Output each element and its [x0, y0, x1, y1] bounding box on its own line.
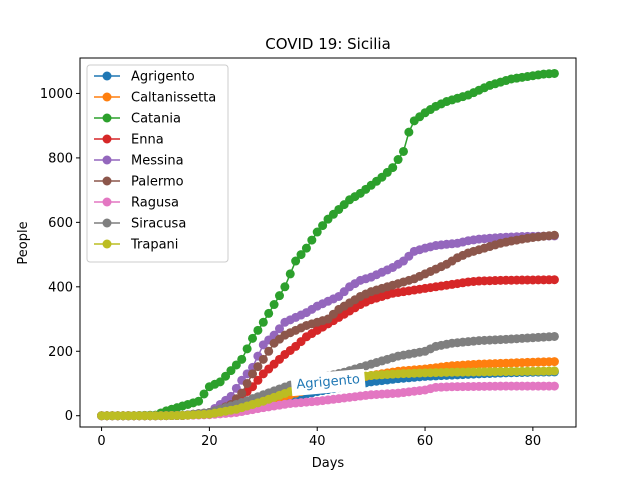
data-point [264, 346, 274, 356]
legend-label: Agrigento [131, 70, 195, 85]
data-point [549, 366, 559, 376]
legend-marker [102, 176, 112, 186]
legend-marker [102, 197, 112, 207]
data-point [274, 291, 284, 301]
legend-entry-catania: Catania [94, 112, 181, 127]
data-point [248, 333, 258, 343]
data-point [274, 324, 284, 334]
data-point [549, 230, 559, 240]
data-point [549, 331, 559, 341]
x-axis-label: Days [312, 456, 345, 471]
data-point [253, 362, 263, 372]
legend-marker [102, 134, 112, 144]
legend-label: Enna [131, 133, 164, 148]
data-point [248, 369, 258, 379]
legend-entry-agrigento: Agrigento [94, 70, 195, 85]
data-point [253, 325, 263, 335]
data-point [199, 389, 209, 399]
x-tick-label: 20 [201, 434, 218, 449]
data-point [307, 235, 317, 245]
legend-label: Caltanissetta [131, 91, 216, 106]
y-tick-label: 400 [48, 280, 73, 295]
annotation-background [290, 368, 366, 397]
data-point [318, 221, 328, 231]
legend-marker [102, 218, 112, 228]
data-point [258, 317, 268, 327]
annotation-label: Agrigento [296, 372, 361, 392]
data-point [194, 396, 204, 406]
legend-entry-enna: Enna [94, 133, 164, 148]
legend-label: Ragusa [131, 196, 179, 211]
legend-marker [102, 113, 112, 123]
data-point [269, 300, 279, 310]
legend-box [86, 64, 229, 263]
data-point [301, 243, 311, 253]
y-axis-label: People [16, 221, 31, 264]
legend-marker [102, 239, 112, 249]
x-tick-label: 40 [309, 434, 326, 449]
legend-entry-caltanissetta: Caltanissetta [94, 91, 216, 106]
legend-entry-messina: Messina [94, 154, 184, 169]
legend-entry-siracusa: Siracusa [94, 217, 186, 232]
data-point [285, 269, 295, 279]
y-tick-label: 1000 [40, 87, 73, 102]
data-point [312, 227, 322, 237]
data-point [398, 146, 408, 156]
data-point [258, 354, 268, 364]
x-tick-label: 60 [417, 434, 434, 449]
data-point [291, 256, 301, 266]
chart-title: COVID 19: Sicilia [265, 35, 391, 53]
data-point [393, 155, 403, 165]
data-point [237, 388, 247, 398]
legend-label: Messina [131, 154, 184, 169]
legend-entry-ragusa: Ragusa [94, 196, 179, 211]
data-point [215, 377, 225, 387]
legend-marker [102, 92, 112, 102]
legend-marker [102, 155, 112, 165]
y-tick-label: 200 [48, 345, 73, 360]
legend-label: Trapani [130, 238, 178, 253]
legend-entry-palermo: Palermo [94, 175, 184, 190]
data-point [226, 366, 236, 376]
legend-marker [102, 71, 112, 81]
y-tick-label: 0 [65, 409, 73, 424]
data-point [549, 68, 559, 78]
legend-label: Siracusa [131, 217, 186, 232]
data-point [549, 275, 559, 285]
data-point [242, 378, 252, 388]
series-ragusa [97, 381, 559, 421]
data-point [404, 127, 414, 137]
data-point [237, 354, 247, 364]
legend-label: Catania [131, 112, 181, 127]
data-point [549, 357, 559, 367]
plot-area: Agrigento [97, 68, 559, 421]
data-point [549, 381, 559, 391]
data-point [242, 344, 252, 354]
x-tick-label: 80 [525, 434, 542, 449]
data-point [280, 282, 290, 292]
axes-frame [79, 57, 577, 428]
series-catania [97, 68, 559, 421]
data-point [231, 360, 241, 370]
x-tick-label: 0 [97, 434, 105, 449]
data-point [388, 163, 398, 173]
data-point [296, 250, 306, 260]
data-point [221, 371, 231, 381]
legend: Agrigento Caltanissetta Catania Enna Messina… [86, 64, 229, 263]
data-point [253, 375, 263, 385]
legend-entry-trapani: Trapani [94, 238, 178, 253]
y-tick-label: 800 [48, 151, 73, 166]
y-tick-label: 600 [48, 216, 73, 231]
data-point [264, 308, 274, 318]
legend-label: Palermo [131, 175, 184, 190]
